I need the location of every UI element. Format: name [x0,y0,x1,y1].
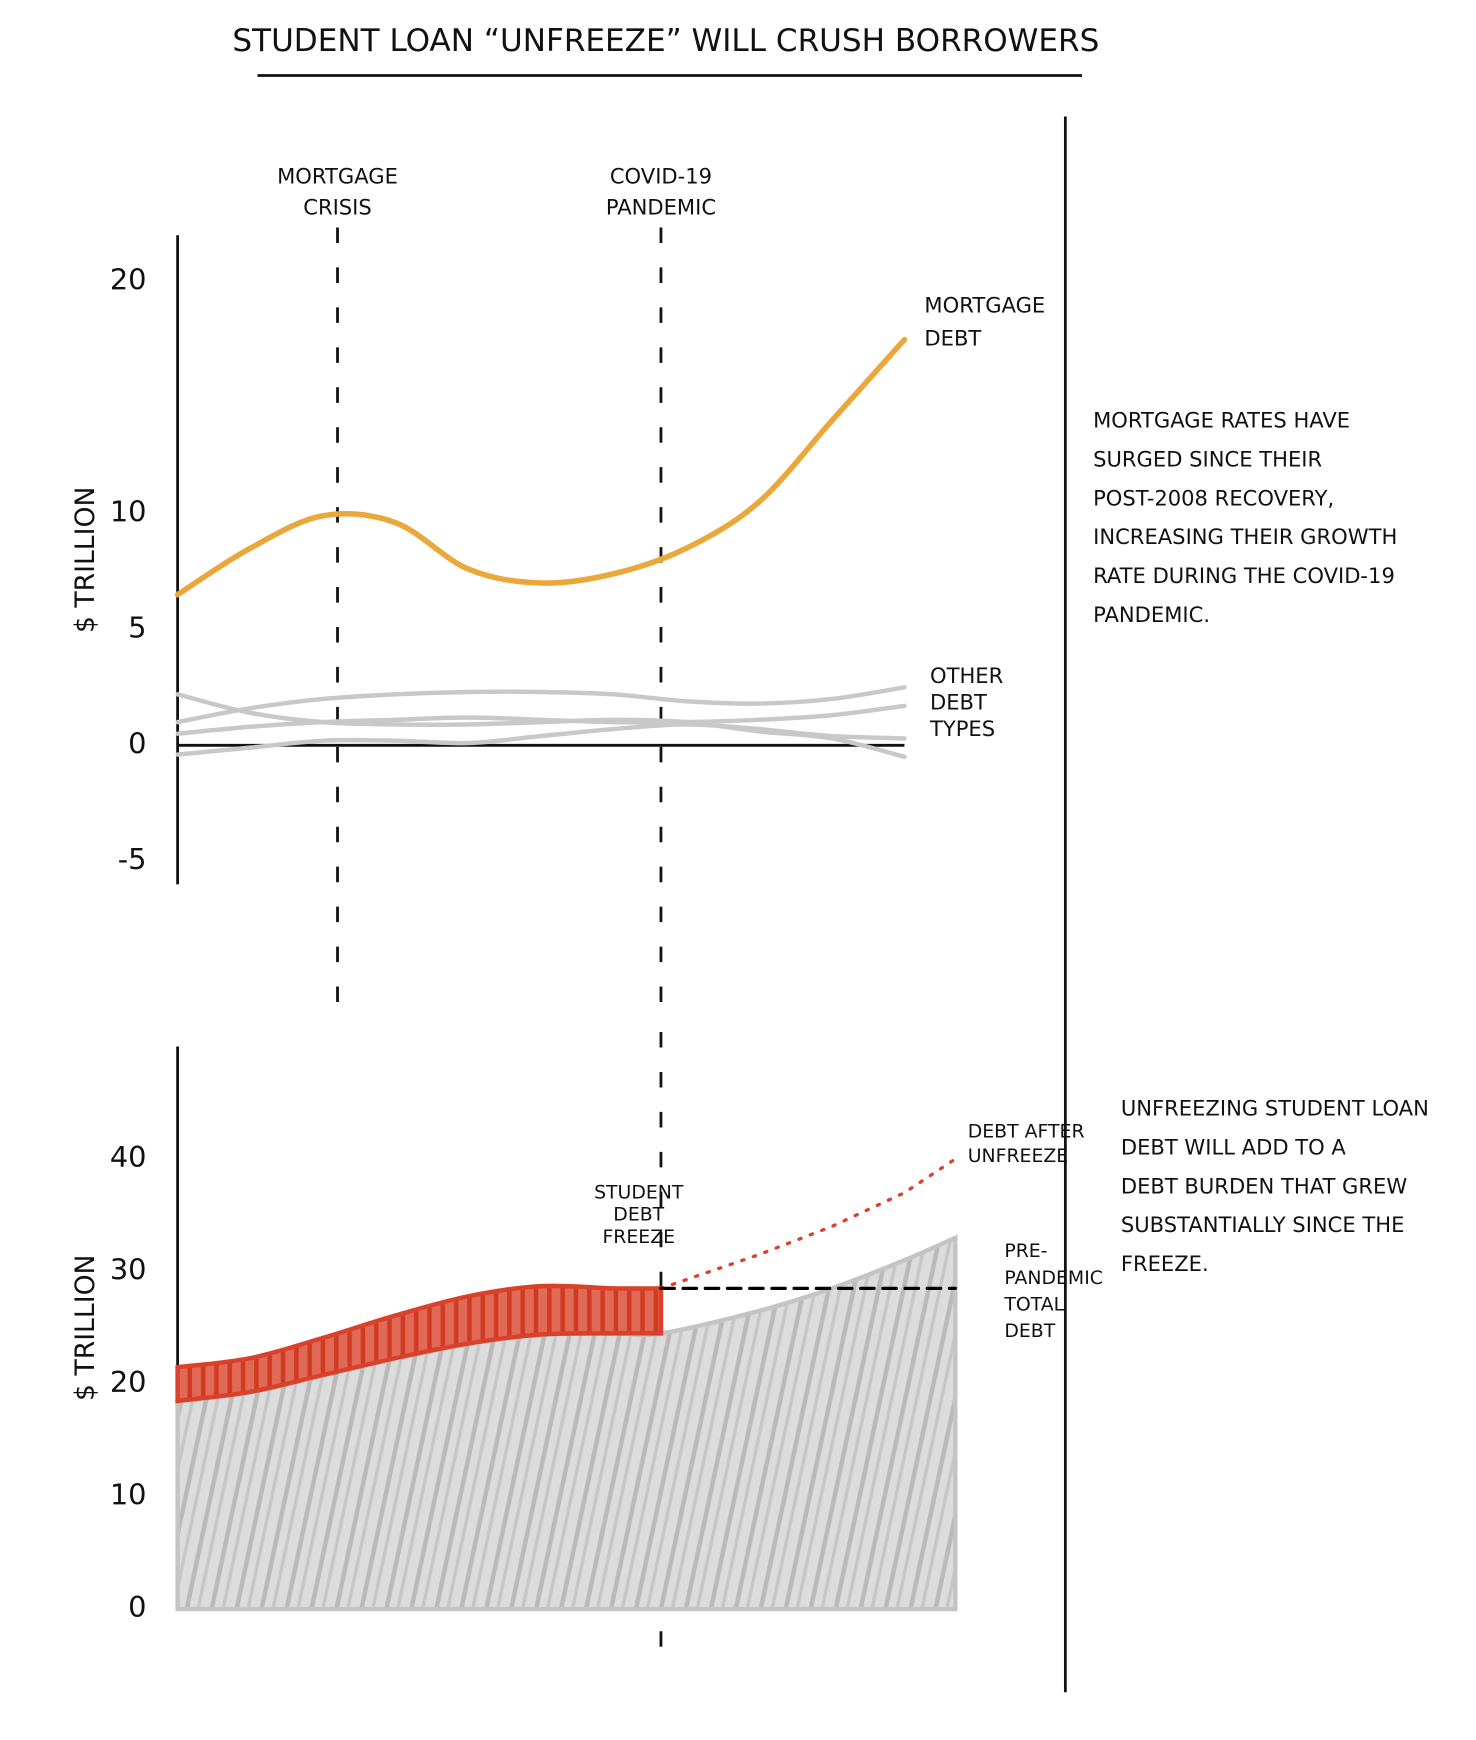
group-label: DEBT [930,690,987,715]
y-tick-label: 20 [110,1365,147,1399]
note: INCREASING THEIR GROWTH [1093,524,1397,549]
event-label: COVID-19 [610,164,712,189]
series-line [175,685,907,725]
note: FREEZE. [1121,1251,1209,1276]
y-tick-label: 20 [110,263,147,297]
note: DEBT WILL ADD TO A [1121,1135,1347,1160]
y-tick-label: 0 [128,726,146,760]
y-tick-label: 10 [110,1478,147,1512]
series-label: UNFREEZE [968,1145,1069,1167]
event-label: PANDEMIC [606,195,716,220]
series-line [175,722,907,757]
note: PANDEMIC. [1093,602,1210,627]
series-label: DEBT [1004,1320,1055,1342]
y-tick-label: 5 [128,610,146,644]
event-label: STUDENT [594,1181,684,1203]
note: RATE DURING THE COVID-19 [1093,563,1395,588]
note: UNFREEZING STUDENT LOAN [1121,1096,1429,1121]
y-tick-label: 40 [110,1140,147,1174]
note: POST-2008 RECOVERY, [1093,485,1334,510]
event-label: MORTGAGE [277,164,398,189]
event-label: CRISIS [303,195,372,220]
event-label: FREEZE [602,1226,675,1248]
y-axis-label: $ TRILLION [70,1255,101,1401]
stacked-band [175,1283,664,1404]
series-label: DEBT AFTER [968,1120,1085,1142]
series-label: MORTGAGE [924,292,1045,317]
series-label: TOTAL [1003,1293,1064,1315]
group-label: TYPES [929,716,995,741]
y-tick-label: 0 [128,1590,146,1624]
series-line [659,1157,957,1291]
title: STUDENT LOAN “UNFREEZE” WILL CRUSH BORRO… [232,23,1099,59]
note: SUBSTANTIALLY SINCE THE [1121,1212,1405,1237]
series-label: PANDEMIC [1004,1267,1103,1289]
series-line [175,703,907,736]
y-tick-label: -5 [118,842,147,876]
note: DEBT BURDEN THAT GREW [1121,1173,1408,1198]
series-label: DEBT [924,326,981,351]
y-tick-label: 30 [110,1252,147,1286]
event-label: DEBT [613,1204,664,1226]
series-line [174,336,908,598]
group-label: OTHER [930,663,1004,688]
y-tick-label: 10 [110,494,147,528]
series-label: PRE- [1004,1240,1047,1262]
note: SURGED SINCE THEIR [1093,447,1322,472]
y-axis-label: $ TRILLION [70,487,101,633]
note: MORTGAGE RATES HAVE [1093,408,1350,433]
